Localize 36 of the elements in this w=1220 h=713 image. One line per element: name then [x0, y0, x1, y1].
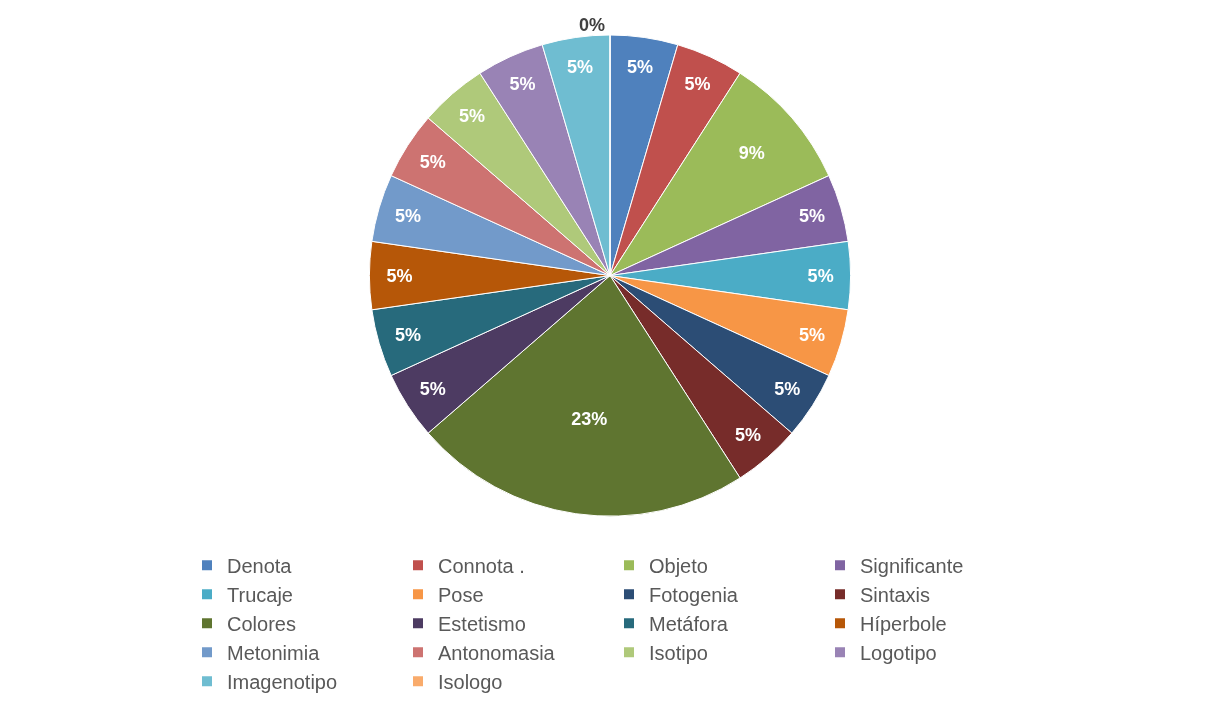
data-label: 5% — [807, 265, 834, 286]
legend-label: Híperbole — [860, 612, 947, 635]
legend-label: Denota — [227, 554, 293, 577]
data-label: 5% — [459, 106, 486, 127]
data-label: 5% — [799, 324, 826, 345]
legend-label: Significante — [860, 554, 964, 577]
data-label: 5% — [419, 151, 446, 172]
legend-label: Estetismo — [438, 612, 526, 635]
legend-label: Fotogenia — [649, 583, 739, 606]
legend-label: Trucaje — [227, 583, 293, 606]
legend-label: Imagenotipo — [227, 670, 338, 693]
data-label: 5% — [419, 379, 446, 400]
data-label: 9% — [738, 142, 765, 163]
legend-label: Objeto — [649, 554, 708, 577]
legend-label: Connota . — [438, 554, 525, 577]
data-label: 5% — [626, 57, 653, 78]
text: 0% — [578, 15, 605, 35]
legend-label: Pose — [438, 583, 484, 606]
legend-label: Metonimia — [227, 641, 321, 664]
data-label: 5% — [509, 74, 536, 94]
data-label: 5% — [394, 206, 421, 227]
data-label: 23% — [571, 409, 608, 430]
legend-label: Colores — [227, 612, 296, 635]
legend-label: Metáfora — [649, 612, 729, 635]
data-label: 5% — [774, 379, 801, 400]
legend-label: Logotipo — [860, 641, 937, 664]
data-label: 5% — [799, 206, 826, 227]
legend-label: Sintaxis — [860, 583, 931, 606]
data-label: 5% — [734, 424, 761, 445]
data-label: 5% — [394, 324, 421, 345]
legend-label: Isotipo — [649, 641, 708, 664]
legend-label: Antonomasia — [438, 641, 556, 664]
data-label: 5% — [567, 57, 594, 78]
legend-label: Isologo — [438, 670, 503, 693]
data-label: 5% — [386, 265, 413, 286]
data-label: 5% — [684, 74, 711, 94]
